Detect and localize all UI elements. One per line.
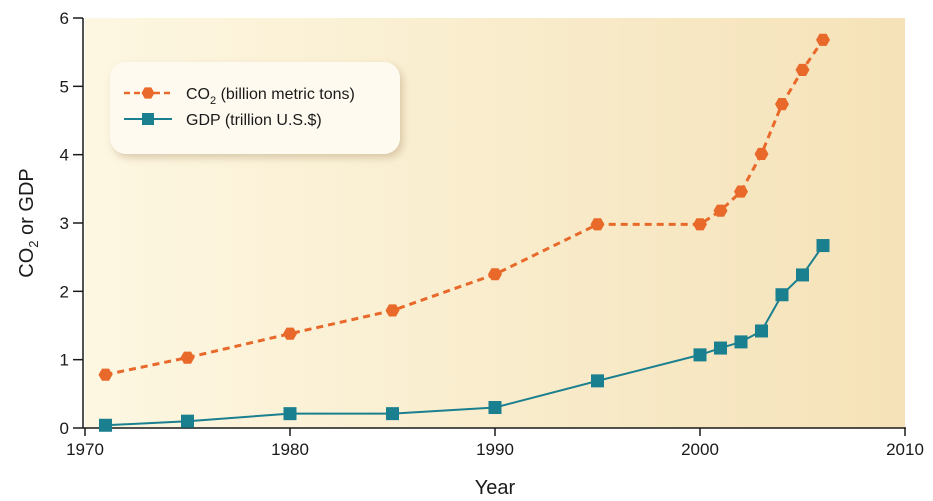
data-point-gdp xyxy=(181,414,194,428)
data-point-co2 xyxy=(795,63,810,76)
data-point-gdp xyxy=(734,335,748,349)
data-point-gdp xyxy=(775,288,789,302)
x-tick-label: 1990 xyxy=(476,440,514,459)
y-tick-label: 2 xyxy=(60,282,69,301)
data-point-gdp xyxy=(283,407,297,421)
data-point-co2 xyxy=(693,218,707,231)
data-point-co2 xyxy=(180,351,195,364)
data-point-gdp xyxy=(591,374,604,388)
data-point-co2 xyxy=(754,147,769,160)
x-ticks: 1970 1980 1990 2000 2010 xyxy=(66,428,924,459)
data-point-gdp xyxy=(714,341,727,355)
data-point-co2 xyxy=(98,368,113,381)
data-point-gdp xyxy=(99,418,112,432)
data-point-gdp xyxy=(755,324,768,338)
legend-co2-rest: (billion metric tons) xyxy=(216,86,355,103)
series-co2 xyxy=(98,33,830,381)
legend-gdp-marker xyxy=(142,113,154,125)
x-tick-label: 1980 xyxy=(271,440,309,459)
data-point-gdp xyxy=(796,268,809,282)
y-tick-label: 1 xyxy=(60,351,69,370)
data-point-gdp xyxy=(386,407,399,421)
data-point-co2 xyxy=(734,185,748,198)
y-tick-label: 5 xyxy=(60,77,69,96)
x-tick-label: 1970 xyxy=(66,440,104,459)
series-layer xyxy=(98,33,830,432)
legend-co2-main: CO xyxy=(186,86,210,103)
data-point-gdp xyxy=(693,348,707,362)
x-tick-label: 2010 xyxy=(886,440,924,459)
data-point-co2 xyxy=(713,204,728,217)
data-point-gdp xyxy=(816,239,830,253)
y-tick-label: 4 xyxy=(60,146,69,165)
y-tick-label: 6 xyxy=(60,9,69,28)
y-tick-label: 3 xyxy=(60,214,69,233)
data-point-co2 xyxy=(590,218,605,231)
y-tick-label: 0 xyxy=(60,419,69,438)
legend-co2-label: CO2 (billion metric tons) xyxy=(186,86,355,107)
y-axis-title-rest: or GDP xyxy=(16,168,38,240)
legend-gdp-label: GDP (trillion U.S.$) xyxy=(186,112,322,129)
legend-box xyxy=(110,62,400,154)
x-tick-label: 2000 xyxy=(681,440,719,459)
data-point-gdp xyxy=(488,401,502,414)
y-axis-title: CO2 or GDP xyxy=(16,168,41,277)
y-ticks: 0 1 2 3 4 5 6 xyxy=(60,9,83,438)
y-axis-title-sub: 2 xyxy=(26,241,41,248)
legend: CO2 (billion metric tons) GDP (trillion … xyxy=(110,62,400,154)
data-point-co2 xyxy=(775,98,789,111)
y-axis-title-main: CO xyxy=(16,248,38,278)
data-point-co2 xyxy=(816,33,830,46)
legend-co2-sub: 2 xyxy=(210,95,216,107)
data-point-co2 xyxy=(385,304,400,317)
data-point-co2 xyxy=(488,268,502,281)
data-point-co2 xyxy=(283,327,297,340)
legend-co2-marker xyxy=(141,87,155,99)
series-gdp xyxy=(99,239,830,432)
x-axis-title: Year xyxy=(475,477,516,499)
